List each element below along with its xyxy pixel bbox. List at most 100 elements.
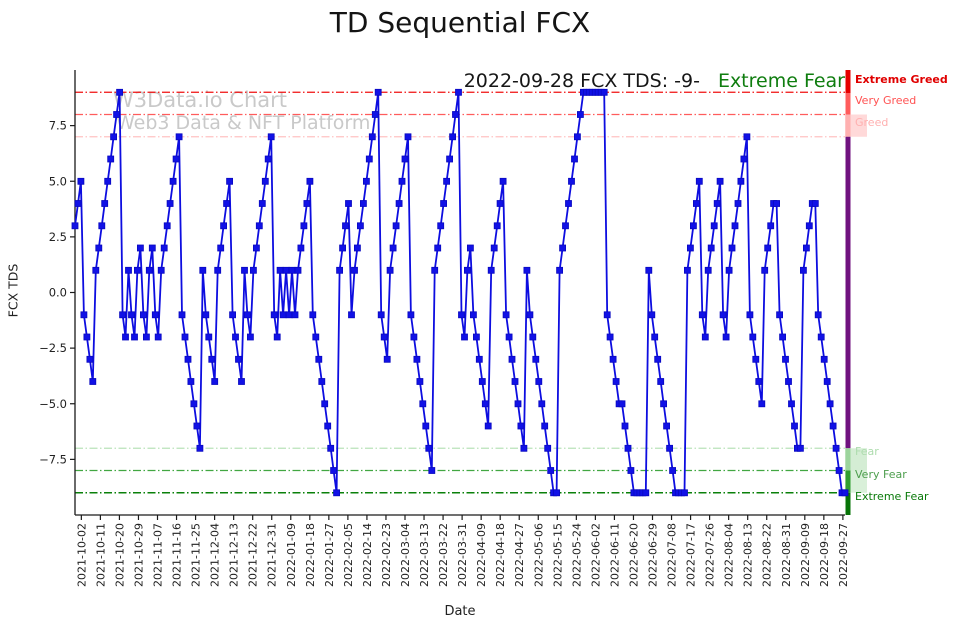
data-point-marker <box>657 378 665 385</box>
data-point-marker <box>606 333 614 341</box>
data-point-marker <box>345 200 352 207</box>
data-point-marker <box>695 177 703 185</box>
data-point-marker <box>621 422 629 430</box>
data-point-marker <box>446 155 454 163</box>
data-point-marker <box>758 400 766 408</box>
x-tick-label: 2022-06-20 <box>627 523 640 587</box>
data-point-marker <box>788 400 795 408</box>
data-point-marker <box>77 177 85 185</box>
data-point-marker <box>392 222 400 230</box>
data-point-marker <box>523 266 531 274</box>
data-point-marker <box>315 355 323 363</box>
latest-reading-status: Extreme Fear <box>717 70 845 92</box>
data-point-marker <box>74 200 82 207</box>
data-point-marker <box>704 266 712 274</box>
data-point-marker <box>86 355 94 363</box>
data-point-marker <box>511 378 519 385</box>
x-tick-label: 2022-03-31 <box>456 523 469 587</box>
data-point-marker <box>731 222 739 230</box>
data-point-marker <box>571 155 578 163</box>
x-tick-label: 2022-04-09 <box>475 523 488 587</box>
x-tick-label: 2022-02-05 <box>342 523 355 587</box>
data-point-marker <box>805 222 813 230</box>
data-point-marker <box>327 444 335 452</box>
y-tick-label: 5.0 <box>49 174 67 188</box>
data-point-marker <box>223 200 231 207</box>
data-point-marker <box>348 311 355 319</box>
y-tick-label: 0.0 <box>49 286 67 300</box>
data-point-marker <box>214 266 222 274</box>
data-point-marker <box>80 311 88 319</box>
data-point-marker <box>119 311 126 319</box>
data-point-marker <box>386 266 394 274</box>
data-point-marker <box>389 244 397 252</box>
data-point-marker <box>178 311 186 319</box>
data-point-marker <box>425 444 433 452</box>
data-point-marker <box>526 311 534 319</box>
data-point-marker <box>737 177 745 185</box>
x-tick-label: 2022-06-29 <box>647 523 660 587</box>
zone-label-greed: Greed <box>855 116 889 129</box>
data-point-marker <box>618 400 626 408</box>
data-point-marker <box>291 311 299 319</box>
y-tick-label: −2.5 <box>39 341 67 355</box>
data-point-marker <box>264 155 272 163</box>
data-point-marker <box>734 200 742 207</box>
data-point-marker <box>181 333 189 341</box>
data-point-marker <box>472 333 480 341</box>
data-point-marker <box>413 355 421 363</box>
data-point-marker <box>374 88 382 96</box>
data-point-marker <box>666 444 673 452</box>
x-tick-label: 2022-04-27 <box>513 523 526 587</box>
data-point-marker <box>669 467 676 474</box>
data-point-marker <box>502 311 510 319</box>
x-tick-label: 2021-11-25 <box>190 523 203 587</box>
data-point-marker <box>517 422 525 430</box>
data-point-marker <box>279 311 287 319</box>
data-point-marker <box>333 489 341 497</box>
data-point-marker <box>600 88 608 96</box>
data-point-marker <box>321 400 329 408</box>
data-point-marker <box>142 333 150 341</box>
x-tick-label: 2021-11-07 <box>152 523 165 587</box>
data-point-marker <box>452 111 459 118</box>
data-point-marker <box>365 155 373 163</box>
data-point-marker <box>107 155 115 163</box>
data-point-marker <box>217 244 225 252</box>
data-point-marker <box>773 200 780 207</box>
data-point-marker <box>309 311 317 319</box>
zone-label-very-fear: Very Fear <box>855 468 907 481</box>
data-point-marker <box>541 422 549 430</box>
data-point-marker <box>520 444 528 452</box>
data-point-marker <box>440 200 448 207</box>
data-point-marker <box>490 244 498 252</box>
data-point-marker <box>157 266 165 274</box>
data-point-marker <box>722 333 730 341</box>
data-point-marker <box>92 266 100 274</box>
data-point-marker <box>353 244 361 252</box>
data-point-marker <box>249 266 257 274</box>
data-point-marker <box>131 333 138 341</box>
data-point-marker <box>133 266 141 274</box>
data-point-marker <box>202 311 210 319</box>
data-point-marker <box>475 355 483 363</box>
data-point-marker <box>684 266 691 274</box>
data-point-marker <box>642 489 650 497</box>
data-point-marker <box>267 133 275 141</box>
data-point-marker <box>419 400 427 408</box>
data-point-marker <box>660 400 667 408</box>
data-point-marker <box>383 355 391 363</box>
data-point-marker <box>707 244 715 252</box>
data-point-marker <box>193 422 201 430</box>
data-point-marker <box>116 88 123 96</box>
data-point-marker <box>740 155 748 163</box>
latest-reading-annotation: 2022-09-28 FCX TDS: -9- Extreme Fear <box>464 70 845 92</box>
data-point-marker <box>136 244 144 252</box>
x-tick-label: 2022-01-18 <box>304 523 317 587</box>
data-point-marker <box>829 422 837 430</box>
data-point-marker <box>776 311 783 319</box>
data-point-marker <box>122 333 129 341</box>
data-point-marker <box>288 266 296 274</box>
data-point-marker <box>306 177 314 185</box>
td-sequential-line <box>74 91 845 494</box>
